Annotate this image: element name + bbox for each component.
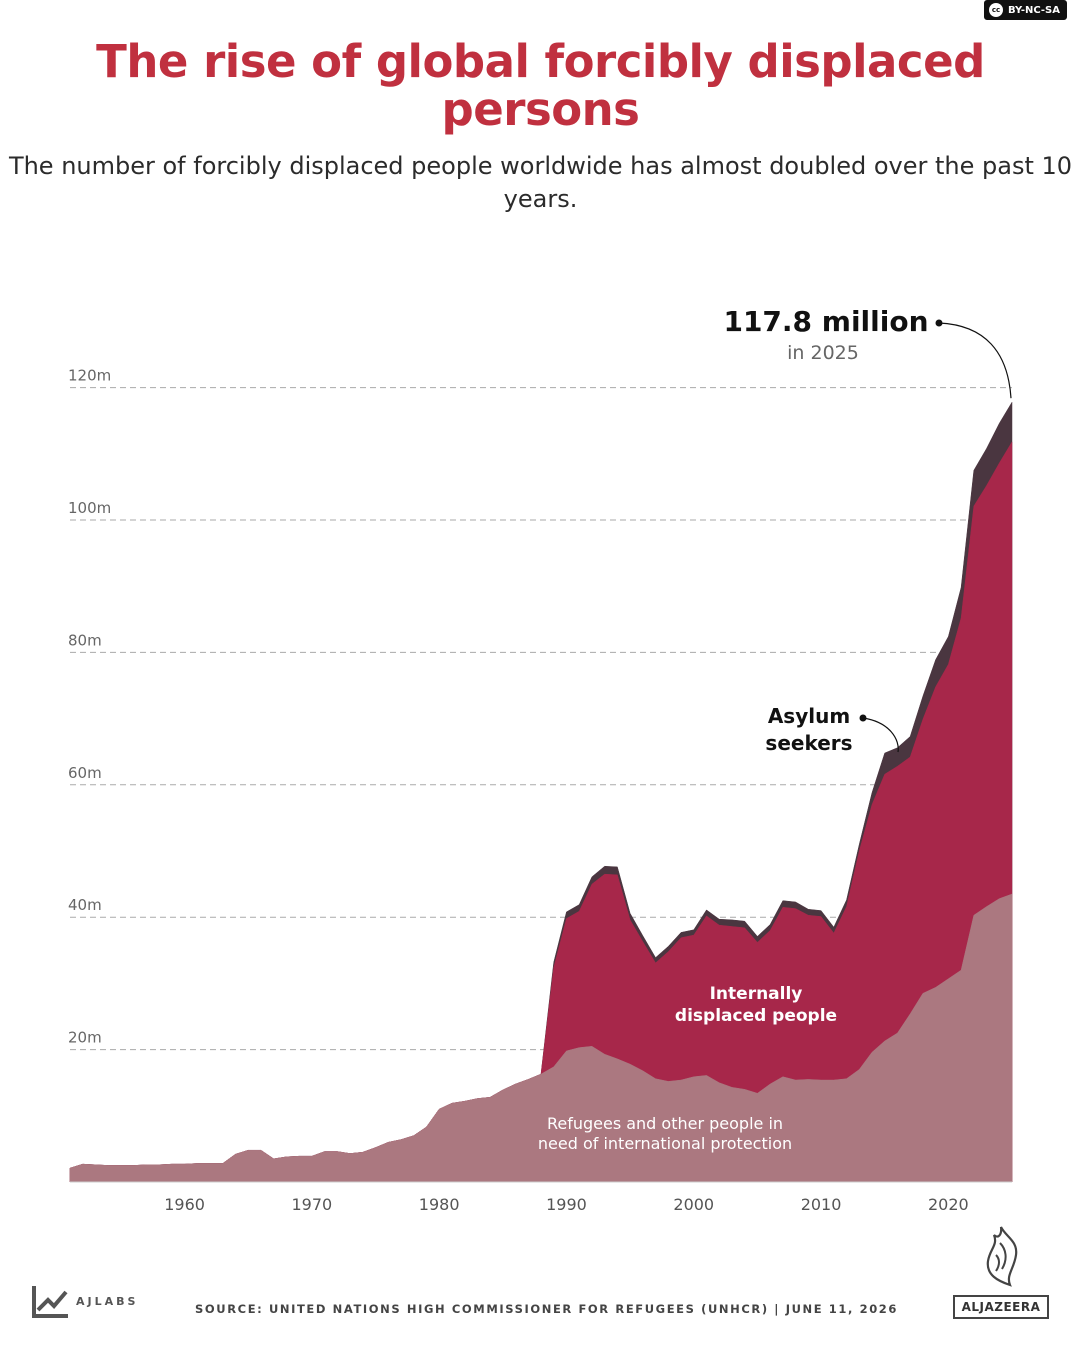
chart-title: The rise of global forcibly displaced pe… [96,35,985,136]
callout-sub: in 2025 [787,342,859,364]
y-tick-label-80m: 80m [68,631,102,649]
line-chart-icon [32,1286,68,1318]
creative-commons-icon: cc [988,3,1003,17]
x-tick-label-1960: 1960 [164,1195,205,1214]
x-tick-label-2020: 2020 [928,1195,969,1214]
aljazeera-wordmark: ALJAZEERA [953,1295,1049,1319]
x-tick-label-2000: 2000 [673,1195,714,1214]
asylum-leader-line [862,717,899,753]
x-tick-label-1970: 1970 [292,1195,333,1214]
callout-value: 117.8 million [723,305,928,338]
y-tick-label-40m: 40m [68,896,102,914]
y-tick-label-100m: 100m [68,499,111,517]
license-badge: cc BY-NC-SA [983,0,1067,20]
aljazeera-logo: ALJAZEERA [953,1225,1049,1319]
x-tick-label-2010: 2010 [801,1195,842,1214]
series-label-asylum: Asylum seekers [765,704,852,755]
series-label-idp: Internally displaced people [675,984,837,1026]
y-tick-label-120m: 120m [68,367,111,385]
x-tick-label-1980: 1980 [419,1195,460,1214]
x-tick-label-1990: 1990 [546,1195,587,1214]
source-note: SOURCE: UNITED NATIONS HIGH COMMISSIONER… [195,1302,898,1316]
aljazeera-emblem-icon [986,1226,1018,1287]
y-tick-label-60m: 60m [68,764,102,782]
ajlabs-logo: AJLABS [30,1284,138,1320]
chart-subtitle: The number of forcibly displaced people … [8,152,1073,213]
y-tick-label-20m: 20m [68,1029,102,1047]
ajlabs-wordmark: AJLABS [76,1295,139,1308]
series-label-refugees: Refugees and other people in need of inte… [538,1114,792,1153]
area-refugees [69,893,1013,1183]
license-label: BY-NC-SA [1007,4,1060,16]
callout-leader-line [938,322,1012,399]
